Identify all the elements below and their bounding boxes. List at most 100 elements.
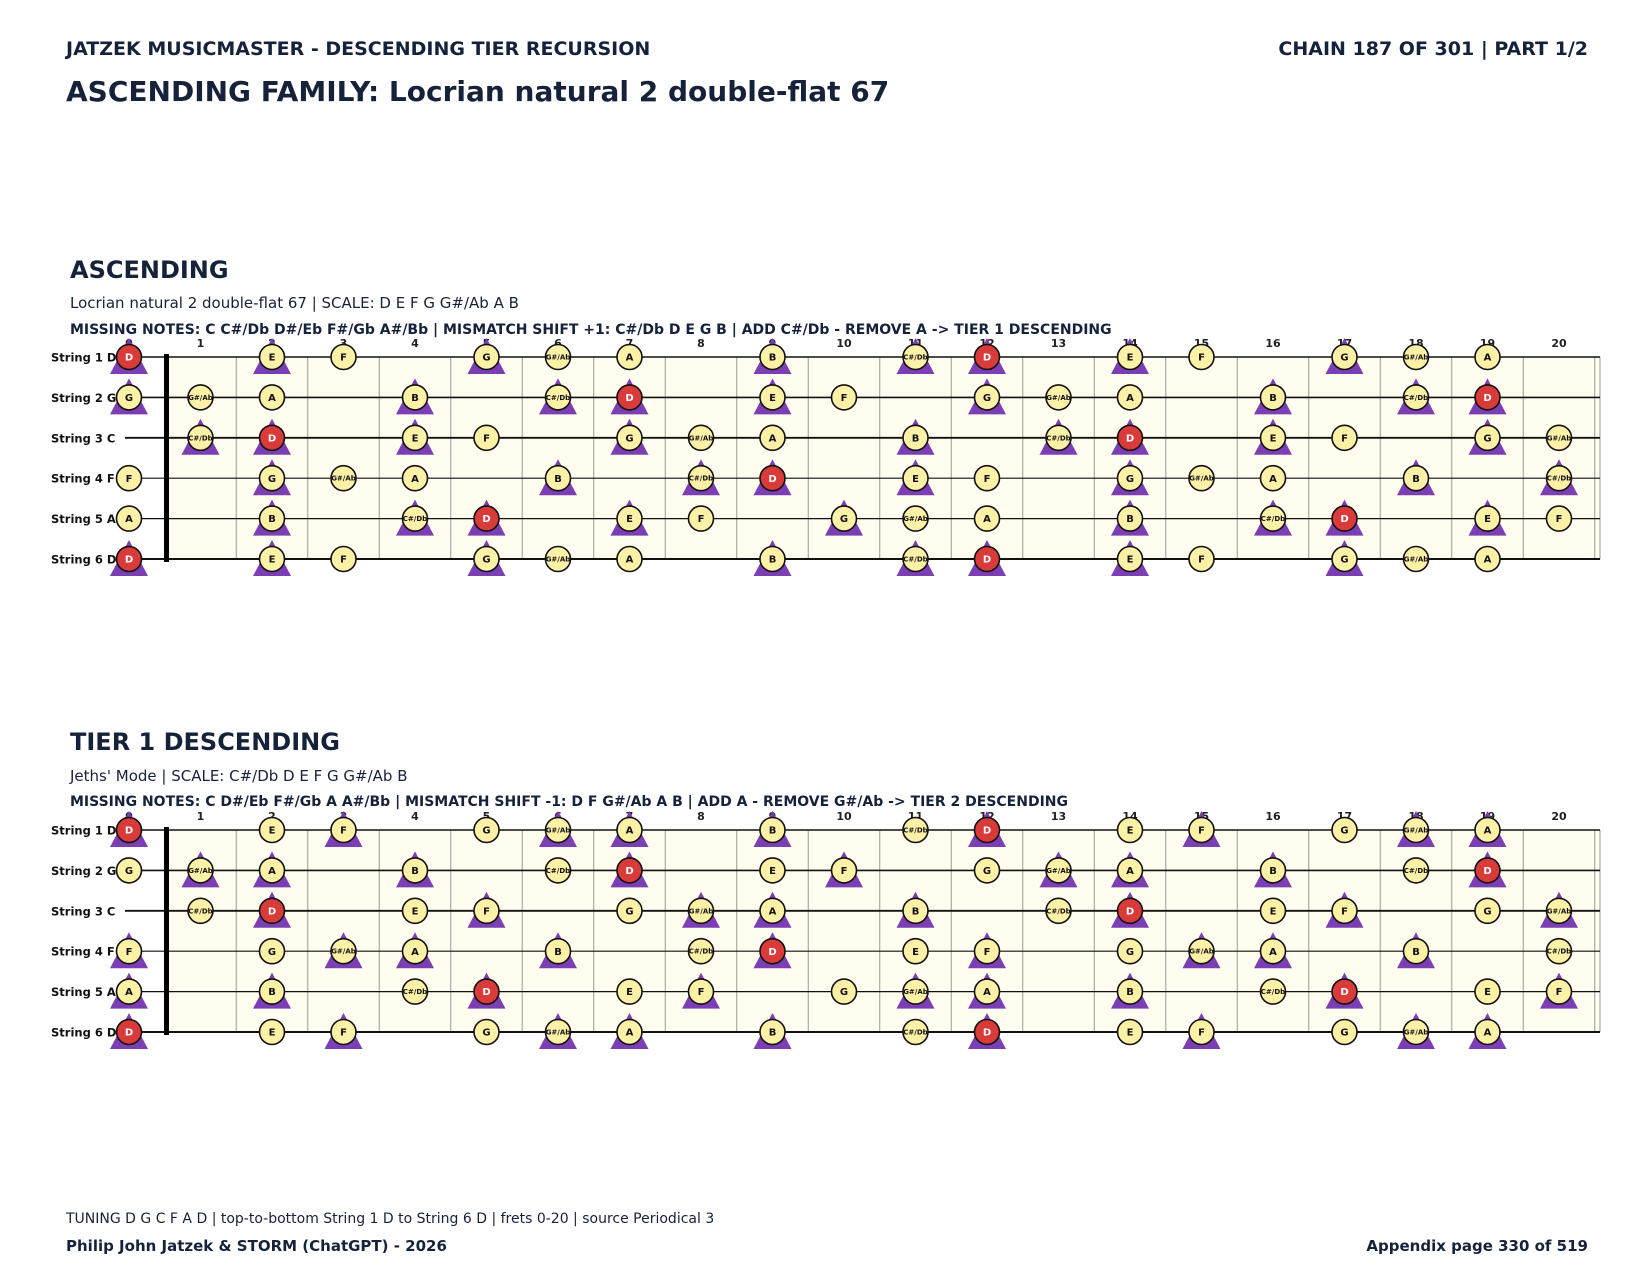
fret-note: G xyxy=(467,540,506,576)
note-label: E xyxy=(912,947,919,958)
fret-note: F xyxy=(1182,811,1221,847)
fret-note: B xyxy=(1111,499,1149,536)
note-circle xyxy=(1402,816,1430,844)
fret-note: G xyxy=(115,857,143,884)
fret-note: F xyxy=(324,1013,363,1049)
note-label: F xyxy=(1198,826,1205,837)
fret-note: E xyxy=(253,540,291,576)
root-note-circle xyxy=(1331,978,1358,1005)
fret-note: D xyxy=(968,540,1006,576)
note-label: E xyxy=(1127,826,1134,837)
fret-note: G xyxy=(467,338,506,374)
fret-note: F xyxy=(473,424,500,452)
note-circle xyxy=(1474,978,1501,1005)
fret-note: B xyxy=(396,851,434,888)
fret-note: G#/Ab xyxy=(896,972,935,1009)
fret-note: C#/Db xyxy=(896,540,935,576)
note-circle xyxy=(1045,857,1072,884)
note-label: G#/Ab xyxy=(689,907,714,915)
note-label: B xyxy=(554,947,562,958)
fret-note: E xyxy=(616,978,643,1005)
fret-note: D xyxy=(253,418,291,455)
note-label: A xyxy=(1269,947,1277,958)
note-circle xyxy=(1188,937,1215,965)
note-label: F xyxy=(126,474,133,485)
root-note-circle xyxy=(973,343,1001,371)
note-label: G#/Ab xyxy=(903,515,928,523)
fret-note: F xyxy=(110,932,148,969)
fret-note: F xyxy=(330,343,357,371)
note-label: G#/Ab xyxy=(546,1029,571,1037)
fret-note: F xyxy=(687,505,715,532)
note-label: C#/Db xyxy=(1547,475,1571,483)
fret-note: D xyxy=(1468,378,1507,415)
note-label: B xyxy=(1412,474,1420,485)
fret-note: E xyxy=(1254,418,1292,455)
note-label: G xyxy=(482,353,490,364)
note-label: F xyxy=(698,514,705,525)
note-label: G#/Ab xyxy=(1404,1029,1429,1037)
fret-note: G xyxy=(258,937,286,965)
note-circle xyxy=(1331,545,1358,573)
note-circle xyxy=(1116,505,1144,532)
root-note-circle xyxy=(473,978,500,1005)
note-circle xyxy=(616,1018,643,1046)
note-label: G#/Ab xyxy=(1046,867,1071,875)
note-circle xyxy=(544,937,572,965)
fret-note: A xyxy=(115,505,143,532)
note-circle xyxy=(973,505,1001,532)
fret-number: 8 xyxy=(697,337,705,350)
note-label: D xyxy=(482,987,490,998)
note-label: D xyxy=(983,555,991,566)
note-label: A xyxy=(411,947,419,958)
note-circle xyxy=(330,937,357,965)
note-label: G xyxy=(482,826,490,837)
note-label: G xyxy=(268,947,276,958)
note-circle xyxy=(544,545,572,573)
fret-note: C#/Db xyxy=(181,418,220,455)
fret-note: G#/Ab xyxy=(902,505,929,532)
fret-note: G#/Ab xyxy=(330,464,357,492)
note-circle xyxy=(616,978,643,1005)
root-note-circle xyxy=(258,424,286,452)
fret-number: 7 xyxy=(626,337,634,350)
fret-note: F xyxy=(1331,424,1358,452)
note-label: A xyxy=(769,906,777,917)
note-circle xyxy=(187,384,214,411)
note-label: B xyxy=(411,393,419,404)
note-circle xyxy=(1116,978,1144,1005)
note-circle xyxy=(1116,545,1144,573)
note-label: C#/Db xyxy=(903,827,927,835)
root-note-circle xyxy=(1331,505,1358,532)
note-label: A xyxy=(1484,826,1492,837)
fret-number: 20 xyxy=(1551,337,1567,350)
fret-note: G xyxy=(973,857,1001,884)
page-title: ASCENDING FAMILY: Locrian natural 2 doub… xyxy=(66,75,890,108)
note-circle xyxy=(473,1018,500,1046)
fret-note: C#/Db xyxy=(682,459,720,496)
note-label: G#/Ab xyxy=(689,434,714,442)
note-label: C#/Db xyxy=(1046,434,1070,442)
note-circle xyxy=(1259,384,1287,411)
note-label: E xyxy=(1270,433,1277,444)
note-circle xyxy=(1331,424,1358,452)
note-circle xyxy=(258,937,286,965)
fret-note: E xyxy=(1116,1018,1144,1046)
note-label: D xyxy=(268,433,276,444)
note-label: C#/Db xyxy=(903,556,927,564)
note-circle xyxy=(1045,897,1072,925)
fret-number: 1 xyxy=(197,337,205,350)
note-label: F xyxy=(340,555,347,566)
note-label: G#/Ab xyxy=(331,948,356,956)
note-label: G#/Ab xyxy=(1404,827,1429,835)
note-circle xyxy=(1116,384,1144,411)
note-label: B xyxy=(769,555,777,566)
note-label: B xyxy=(268,987,276,998)
note-label: E xyxy=(626,987,633,998)
fret-note: F xyxy=(1540,972,1578,1009)
note-circle xyxy=(902,545,929,573)
note-label: F xyxy=(340,1028,347,1039)
note-label: C#/Db xyxy=(1404,867,1428,875)
note-label: B xyxy=(1412,947,1420,958)
note-circle xyxy=(1474,816,1501,844)
